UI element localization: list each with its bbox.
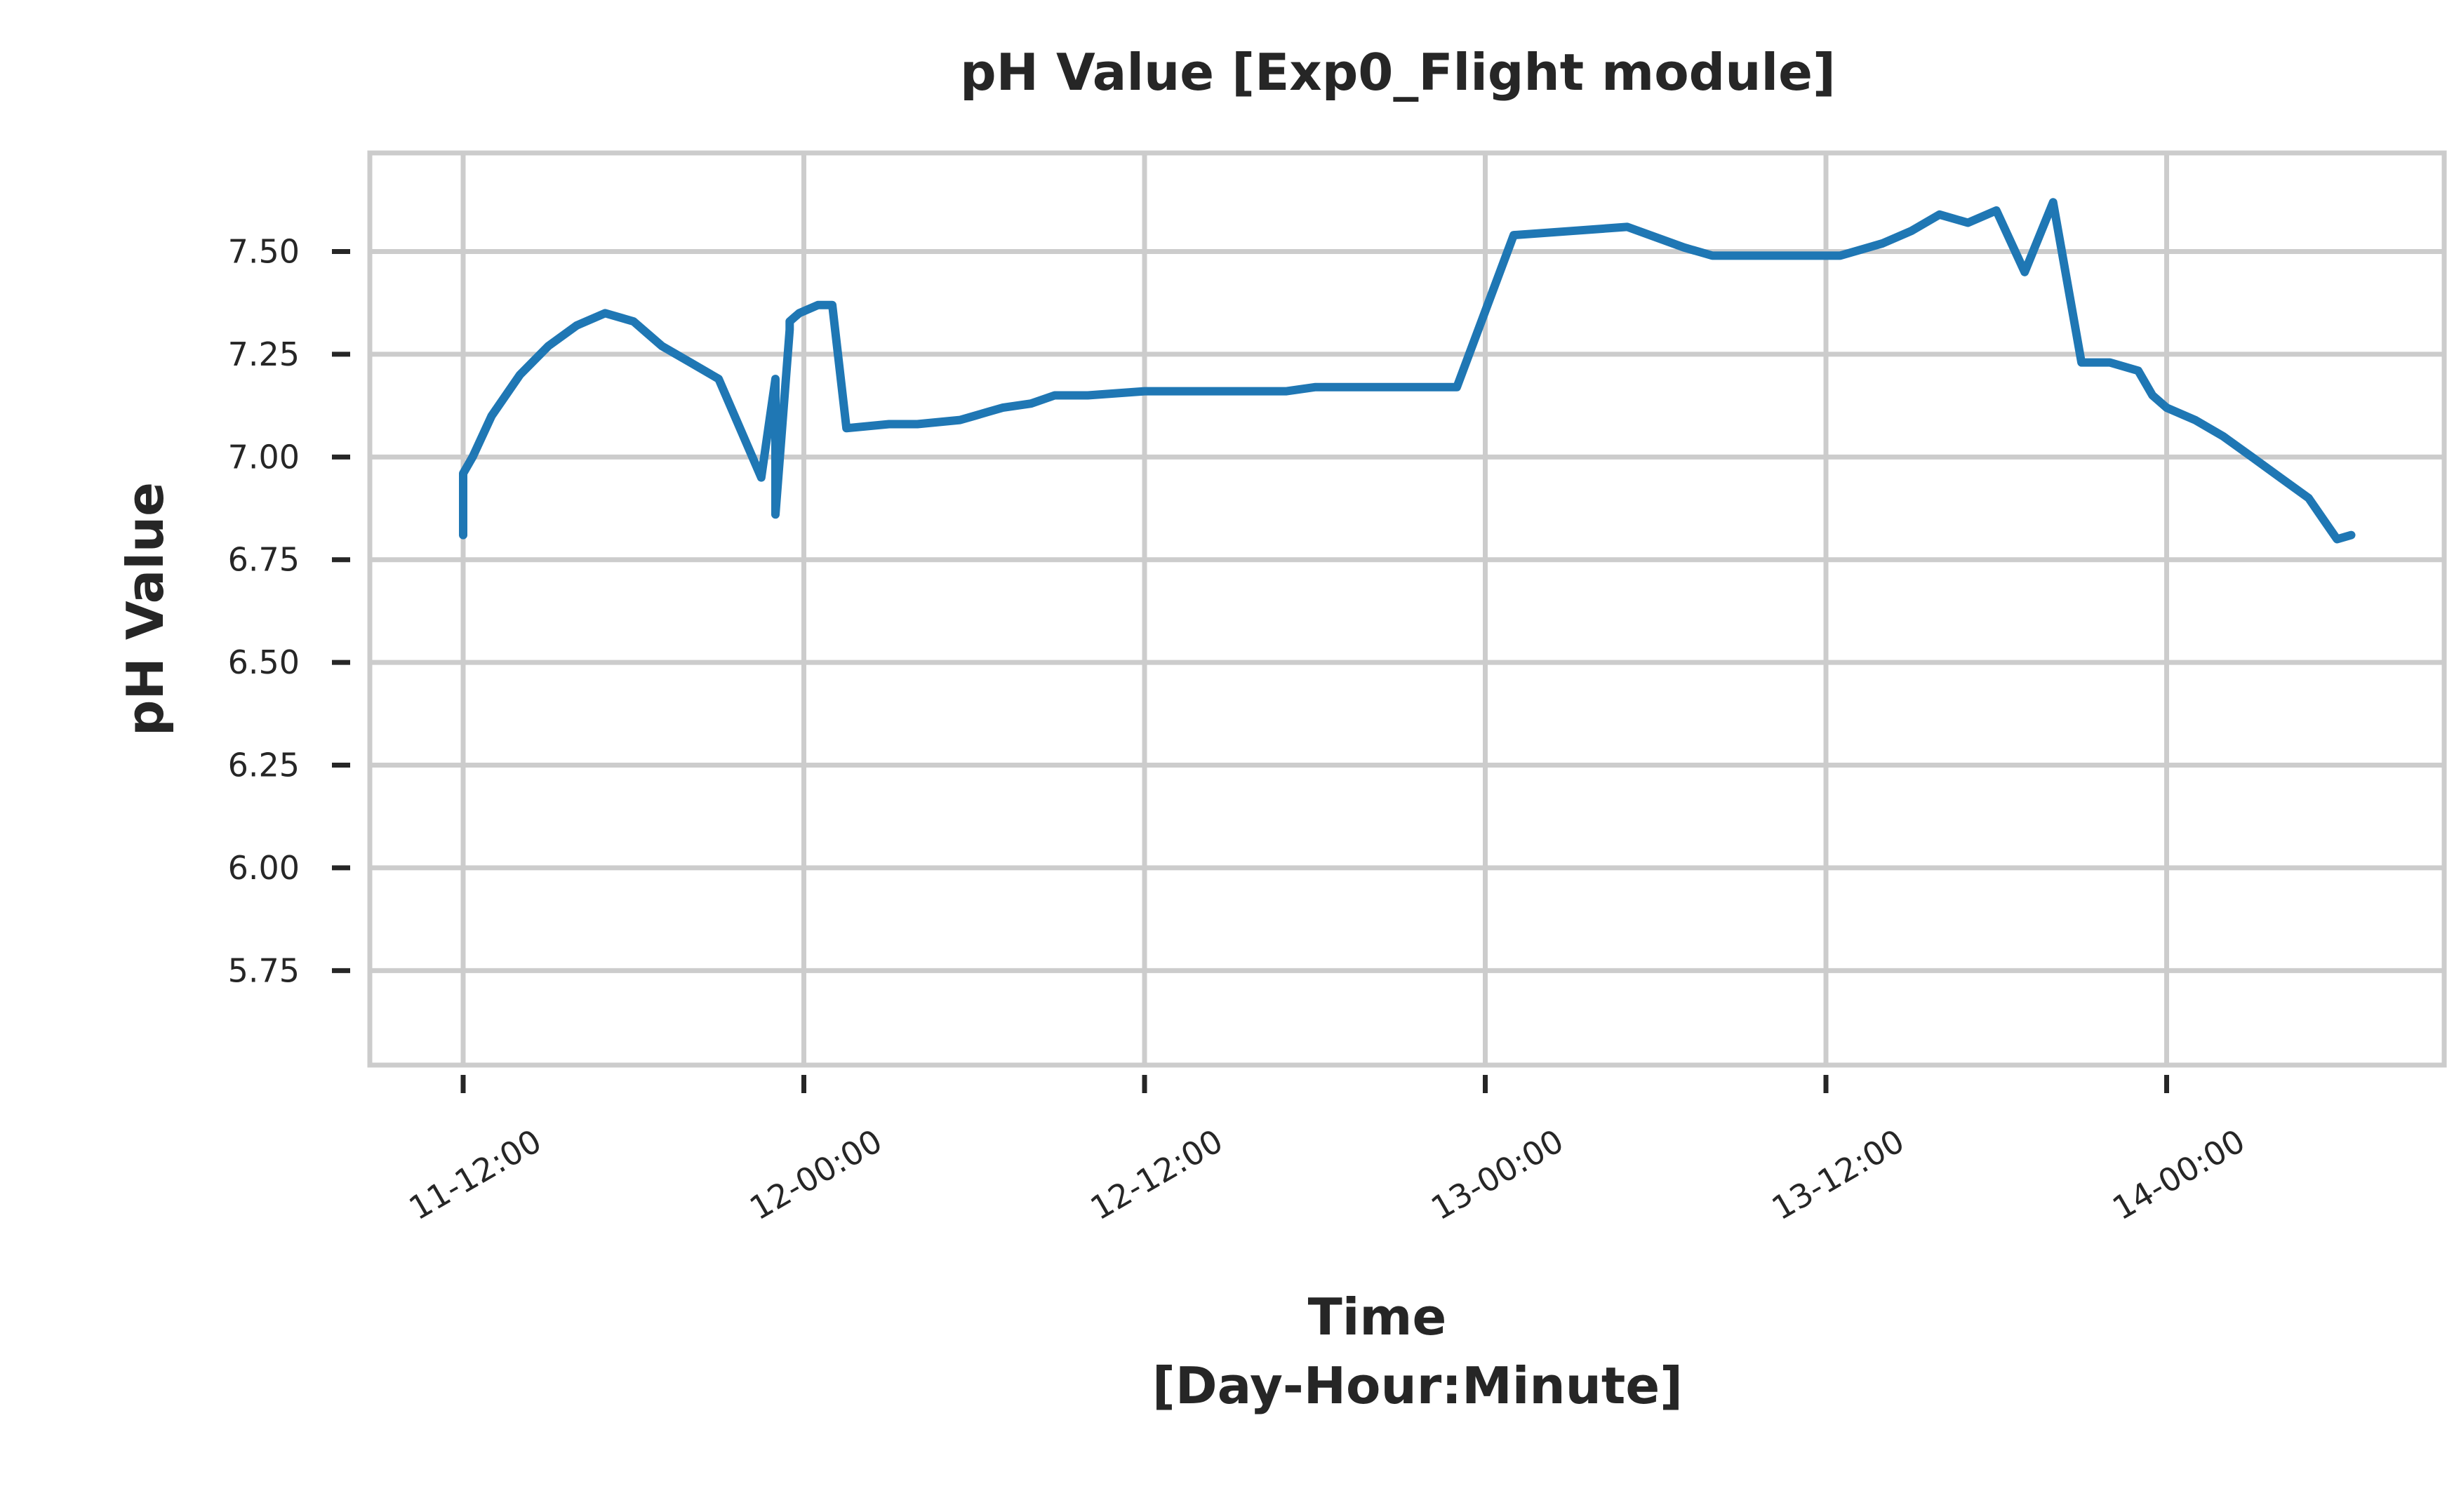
x-tick-label: 12-00:00 [743, 1122, 888, 1228]
y-axis-label: pH Value [116, 482, 175, 736]
x-axis-label-line-2: [Day-Hour:Minute] [1152, 1356, 1683, 1415]
y-tick-label: 7.50 [228, 233, 300, 271]
x-axis-label: Time [Day-Hour:Minute] [1152, 1287, 1683, 1415]
x-tick-label: 13-12:00 [1766, 1122, 1911, 1228]
grid-layer [370, 153, 2444, 1065]
ph-series-line [459, 198, 2356, 544]
x-tick-label: 14-00:00 [2106, 1122, 2251, 1228]
y-tick-label: 5.75 [228, 951, 300, 989]
tick-layer: 11-12:00 12-00:00 12-12:00 13-00:00 13-12:00… [228, 233, 2251, 1228]
y-tick-label: 7.00 [228, 438, 300, 476]
x-axis-label-line-1: Time [1308, 1287, 1447, 1346]
y-tick-label: 6.00 [228, 849, 300, 887]
series-layer [459, 198, 2356, 544]
plot-frame [367, 150, 2447, 1068]
x-tick-label: 13-00:00 [1425, 1122, 1570, 1228]
x-tick-label: 11-12:00 [403, 1122, 548, 1228]
x-tick-label: 12-12:00 [1084, 1122, 1229, 1228]
y-tick-label: 6.75 [228, 541, 300, 579]
y-tick-label: 7.25 [228, 335, 300, 373]
y-tick-label: 6.50 [228, 643, 300, 681]
y-tick-label: 6.25 [228, 747, 300, 784]
chart-title: pH Value [Exp0_Flight module] [960, 43, 1836, 102]
